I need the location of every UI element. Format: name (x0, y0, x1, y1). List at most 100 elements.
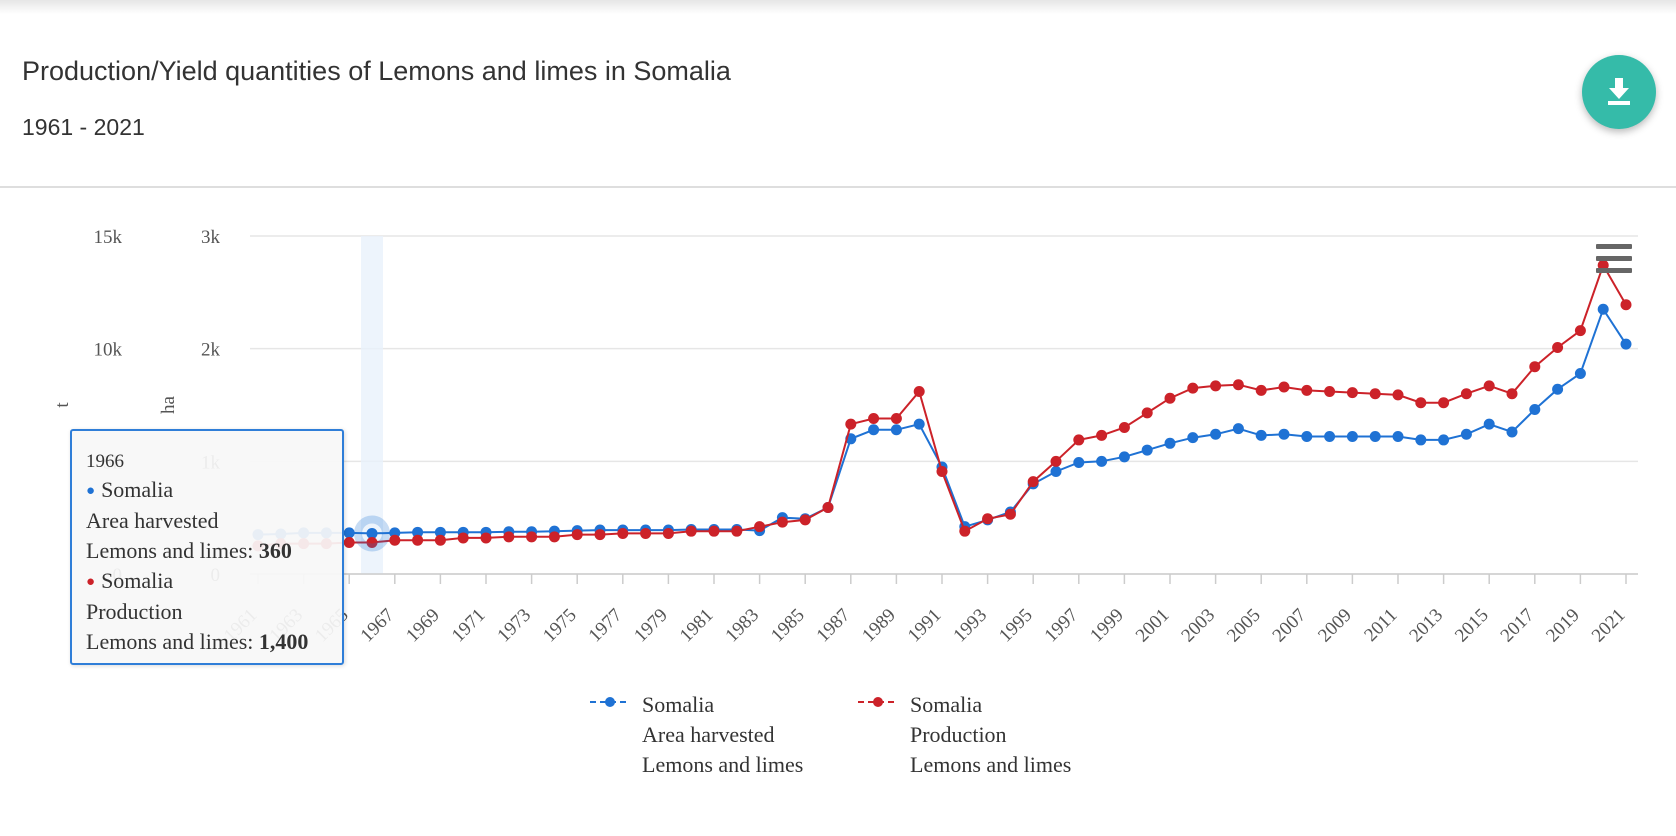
production-point (959, 525, 971, 537)
production-point (1050, 455, 1062, 467)
x-tick-label: 1999 (1086, 605, 1128, 647)
tooltip-series2-item: Lemons and limes: (86, 629, 254, 654)
x-tick-label: 2011 (1360, 605, 1401, 646)
y-axis-ha-tick: 3k (201, 227, 221, 248)
production-point (822, 502, 834, 514)
area-harvested-point (913, 418, 925, 430)
legend-series2-line2: Production (910, 722, 1007, 747)
y-axis-t-tick: 10k (94, 340, 123, 361)
production-point (1392, 389, 1404, 401)
production-point (1369, 388, 1381, 400)
x-tick-label: 1993 (949, 605, 991, 647)
y-axis-ha-tick: 2k (201, 340, 221, 361)
production-point (548, 531, 560, 543)
x-tick-label: 1989 (858, 605, 900, 647)
area-harvested-point (868, 424, 880, 436)
production-point (1210, 380, 1222, 392)
x-tick-label: 1979 (630, 605, 672, 647)
production-point (389, 534, 401, 546)
production-point (685, 525, 697, 537)
hamburger-menu-icon[interactable] (1596, 244, 1632, 274)
area-harvested-point (1552, 383, 1564, 395)
production-point (754, 521, 766, 533)
series2-dot-icon: ● (86, 574, 96, 590)
production-point (1324, 385, 1336, 397)
hover-halo (354, 515, 390, 552)
production-point (1529, 361, 1541, 373)
x-tick-label: 1969 (402, 605, 444, 647)
area-harvested-point (1301, 431, 1313, 443)
production-point (913, 385, 925, 397)
production-point (1027, 476, 1039, 488)
production-point (936, 465, 948, 477)
area-harvested-point (1460, 428, 1472, 440)
x-tick-label: 2009 (1314, 605, 1356, 647)
area-harvested-point (1278, 428, 1290, 440)
area-harvested-point (1050, 465, 1062, 477)
legend-series1-symbol (590, 697, 630, 707)
area-harvested-point (1096, 455, 1108, 467)
header-divider (0, 186, 1676, 188)
production-point (1141, 407, 1153, 419)
x-tick-label: 1975 (539, 605, 581, 647)
x-tick-label: 1985 (767, 605, 809, 647)
legend-series2-line1: Somalia (910, 692, 983, 717)
x-tick-label: 1997 (1041, 605, 1083, 647)
x-tick-label: 1995 (995, 605, 1037, 647)
legend-series1-line1: Somalia (642, 692, 715, 717)
y-axis-t-tick: 15k (94, 227, 123, 248)
page-title: Production/Yield quantities of Lemons an… (22, 56, 731, 86)
production-point (457, 532, 469, 544)
legend-series1-line2: Area harvested (642, 722, 775, 747)
area-harvested-point (1392, 431, 1404, 443)
production-point (1232, 379, 1244, 391)
download-button[interactable] (1582, 55, 1656, 129)
production-point (1004, 508, 1016, 520)
area-harvested-point (1529, 404, 1541, 416)
production-point (982, 513, 994, 525)
production-point (640, 527, 652, 539)
legend-series1-line3: Lemons and limes (642, 752, 804, 777)
page-subtitle: 1961 - 2021 (22, 114, 145, 140)
production-point (1118, 422, 1130, 434)
area-harvested-point (890, 424, 902, 436)
production-point (1164, 392, 1176, 404)
legend-series2-line3: Lemons and limes (910, 752, 1072, 777)
production-point (1415, 397, 1427, 409)
production-point (1073, 434, 1085, 446)
production-point (571, 529, 583, 541)
production-point (1483, 380, 1495, 392)
x-tick-label: 1977 (585, 605, 627, 647)
x-tick-label: 1991 (904, 605, 946, 647)
production-point (776, 516, 788, 528)
tooltip-series1-item: Lemons and limes: (86, 538, 254, 563)
x-tick-label: 1983 (721, 605, 763, 647)
area-harvested-point (1232, 423, 1244, 435)
production-point (1460, 388, 1472, 400)
area-harvested-point (1574, 367, 1586, 379)
production-point (708, 525, 720, 537)
area-harvested-point (1483, 418, 1495, 430)
area-harvested-point (1073, 456, 1085, 468)
production-point (434, 534, 446, 546)
production-point (617, 527, 629, 539)
area-harvested-point (1506, 426, 1518, 438)
tooltip-year: 1966 (86, 451, 124, 472)
area-harvested-point (1255, 429, 1267, 441)
production-point (868, 413, 880, 425)
legend-series2-symbol (858, 697, 898, 707)
production-point (366, 536, 378, 548)
x-tick-label: 2015 (1451, 605, 1493, 647)
card-header (0, 14, 1676, 186)
tooltip-series1-value: 360 (258, 538, 292, 563)
production-point (662, 527, 674, 539)
production-point (1574, 325, 1586, 337)
x-tick-label: 2013 (1405, 605, 1447, 647)
series-area-harvested-line (257, 306, 1627, 536)
x-tick-label: 1971 (448, 605, 490, 647)
area-harvested-point (1141, 444, 1153, 456)
production-point (526, 531, 538, 543)
download-icon (1608, 78, 1630, 105)
production-point (845, 418, 857, 430)
area-harvested-point (1597, 303, 1609, 315)
